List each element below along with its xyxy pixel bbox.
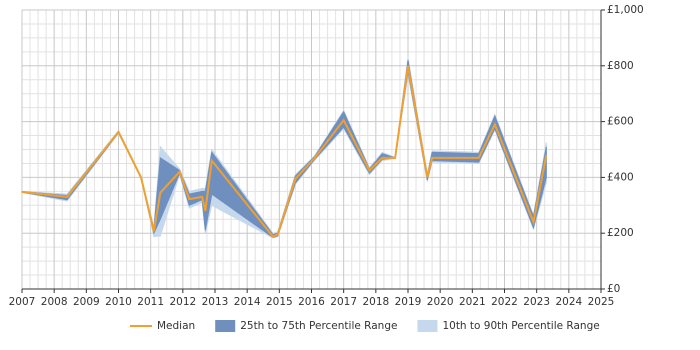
x-tick-label: 2019 <box>395 296 422 308</box>
x-tick-label: 2013 <box>202 296 229 308</box>
legend-swatch <box>417 320 438 332</box>
x-tick-label: 2020 <box>427 296 454 308</box>
y-tick-label: £1,000 <box>607 4 644 16</box>
y-tick-label: £600 <box>607 116 634 128</box>
x-tick-label: 2014 <box>234 296 261 308</box>
percentile-band <box>21 60 547 238</box>
x-tick-label: 2022 <box>491 296 518 308</box>
y-tick-label: £400 <box>607 171 634 183</box>
legend-label: Median <box>157 320 195 332</box>
x-tick-label: 2018 <box>362 296 389 308</box>
x-tick-label: 2012 <box>169 296 196 308</box>
x-tick-label: 2016 <box>298 296 325 308</box>
x-tick-label: 2023 <box>523 296 550 308</box>
x-tick-label: 2010 <box>105 296 132 308</box>
x-tick-label: 2007 <box>9 296 36 308</box>
x-tick-label: 2011 <box>137 296 164 308</box>
y-tick-label: £0 <box>607 283 620 295</box>
x-tick-label: 2015 <box>266 296 293 308</box>
x-tick-label: 2024 <box>555 296 582 308</box>
x-tick-label: 2008 <box>41 296 68 308</box>
x-tick-label: 2025 <box>588 296 615 308</box>
x-tick-label: 2009 <box>73 296 100 308</box>
legend-label: 25th to 75th Percentile Range <box>240 320 397 332</box>
legend-label: 10th to 90th Percentile Range <box>442 320 599 332</box>
x-tick-label: 2021 <box>459 296 486 308</box>
x-tick-label: 2017 <box>330 296 357 308</box>
y-tick-label: £200 <box>607 227 634 239</box>
median-line <box>21 65 548 238</box>
y-tick-label: £800 <box>607 60 634 72</box>
legend-swatch <box>215 320 236 332</box>
